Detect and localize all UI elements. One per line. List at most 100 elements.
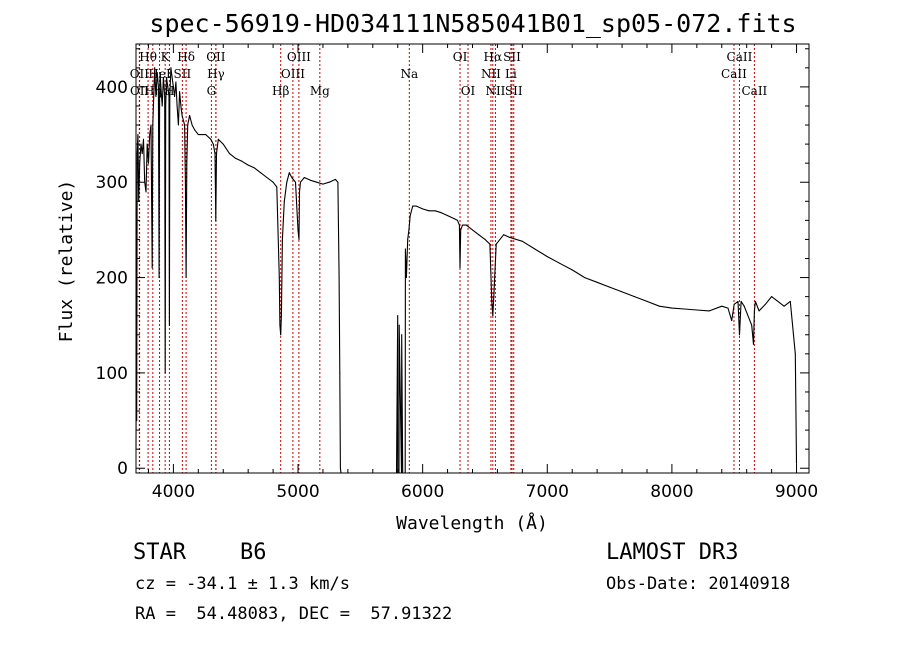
x-tick-label: 7000	[526, 482, 569, 502]
data-point	[151, 267, 153, 269]
data-point	[150, 124, 152, 126]
data-point	[298, 238, 300, 240]
plot-frame	[135, 43, 810, 474]
data-point	[194, 129, 196, 131]
data-point	[145, 191, 147, 193]
x-tick-label: 5000	[276, 482, 319, 502]
data-point	[141, 153, 143, 155]
data-point	[156, 72, 158, 74]
data-point	[154, 67, 156, 69]
data-point	[422, 208, 424, 210]
data-point	[751, 324, 753, 326]
line-label-14: OIII	[281, 67, 305, 81]
data-point	[459, 267, 461, 269]
data-point	[214, 153, 216, 155]
data-point	[453, 218, 455, 219]
tick-layer: 4000 5000 6000 7000 8000 9000 0 100 200 300 400	[96, 44, 818, 502]
data-point	[696, 309, 698, 311]
line-label-5: K	[161, 50, 171, 64]
data-point	[280, 315, 282, 317]
data-point	[136, 153, 138, 155]
data-point	[286, 181, 288, 183]
data-point	[783, 305, 785, 307]
data-point	[181, 115, 183, 116]
data-point	[303, 177, 305, 178]
data-point	[168, 95, 170, 97]
data-point	[503, 234, 505, 236]
coordinates: RA = 54.48083, DEC = 57.91322	[135, 604, 453, 624]
line-label-12: Hβ	[272, 84, 289, 98]
data-point	[201, 134, 203, 136]
data-point	[291, 177, 293, 178]
data-point	[159, 72, 161, 74]
data-point	[731, 320, 733, 321]
line-label-22: Li	[505, 67, 517, 81]
data-point	[462, 224, 463, 226]
line-label-23: NII	[485, 84, 505, 98]
data-point	[415, 205, 417, 207]
data-point	[409, 215, 411, 217]
line-label-3: Hη	[144, 84, 162, 98]
data-point	[758, 310, 760, 312]
y-tick-label: 200	[96, 269, 128, 289]
line-label-19: Hα	[484, 50, 503, 64]
data-point	[185, 277, 187, 279]
data-point	[272, 181, 274, 183]
line-label-6: SII	[174, 67, 192, 81]
data-point	[216, 153, 217, 155]
data-point	[428, 210, 430, 212]
data-point	[509, 237, 511, 238]
data-point	[143, 138, 144, 140]
data-point	[708, 310, 710, 312]
data-point	[491, 300, 493, 302]
object-class: STAR	[133, 540, 186, 565]
data-point	[164, 372, 166, 374]
series-layer	[135, 67, 798, 474]
line-label-10: Hγ	[207, 67, 225, 81]
data-point	[260, 172, 262, 174]
data-point	[177, 124, 179, 126]
data-point	[189, 115, 191, 116]
data-point	[166, 76, 167, 78]
data-point	[137, 134, 139, 136]
data-point	[405, 277, 407, 279]
line-label-27: CaII	[741, 84, 767, 98]
data-point	[683, 308, 685, 310]
data-point	[764, 303, 766, 305]
data-point	[339, 467, 341, 469]
data-point	[727, 307, 729, 309]
data-point	[671, 307, 673, 309]
data-point	[754, 300, 756, 302]
data-point	[489, 243, 491, 245]
line-label-24: SII	[505, 84, 523, 98]
data-point	[165, 105, 167, 107]
data-point	[460, 229, 462, 231]
data-point	[493, 296, 495, 298]
data-point	[146, 143, 148, 145]
data-point	[484, 238, 486, 240]
x-axis-label: Wavelength (Å)	[396, 512, 548, 534]
data-point	[743, 305, 745, 307]
data-point	[159, 95, 161, 97]
data-point	[492, 315, 494, 317]
data-point	[796, 463, 797, 464]
data-point	[739, 334, 740, 336]
data-point	[170, 67, 172, 69]
data-point	[153, 86, 155, 88]
data-point	[458, 224, 460, 226]
data-point	[295, 181, 296, 183]
data-point	[155, 95, 157, 97]
data-point	[398, 324, 400, 326]
data-point	[339, 372, 341, 374]
line-label-25: CaII	[727, 50, 753, 64]
data-point	[721, 305, 723, 307]
data-point	[281, 238, 283, 240]
data-point	[465, 224, 467, 226]
y-tick-label: 300	[96, 173, 128, 193]
line-label-9: OII	[206, 50, 226, 64]
data-point	[546, 256, 548, 258]
data-point	[217, 138, 219, 140]
x-tick-label: 8000	[650, 482, 693, 502]
data-point	[158, 277, 160, 279]
